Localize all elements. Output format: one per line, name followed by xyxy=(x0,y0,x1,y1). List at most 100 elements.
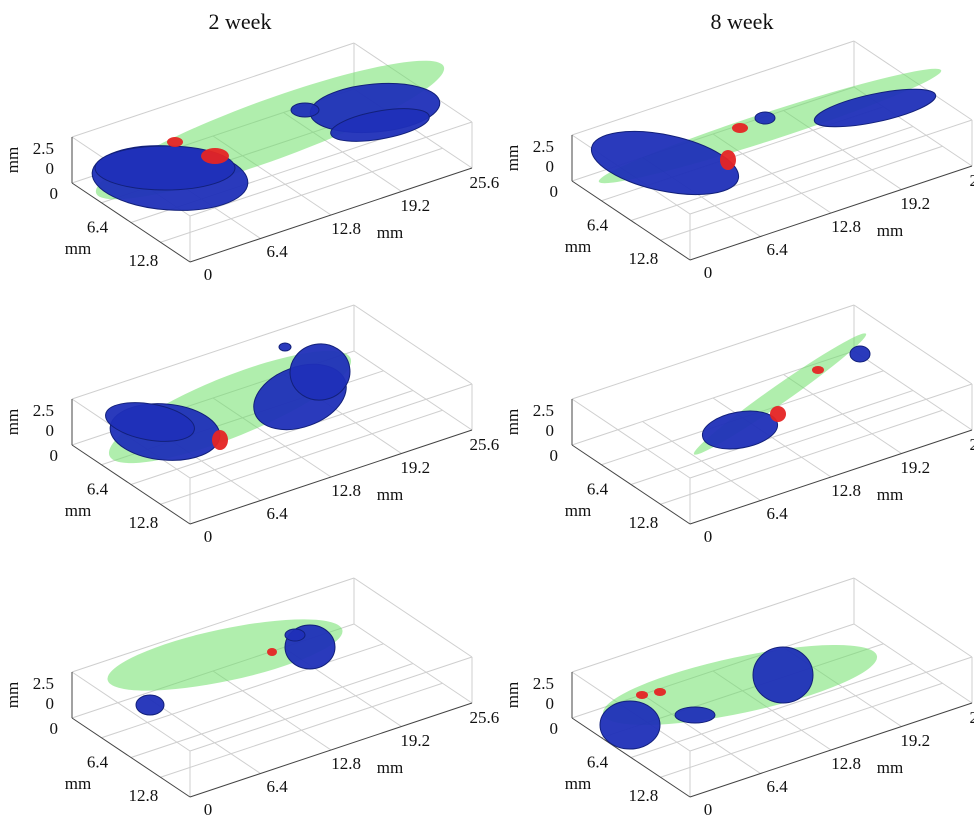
z-tick-label: 0 xyxy=(46,694,55,713)
z-tick-label: 0 xyxy=(46,159,55,178)
tissue-blob xyxy=(201,148,229,164)
z-tick-label: 0 xyxy=(46,421,55,440)
y-tick-label: 6.4 xyxy=(87,217,109,236)
x-tick-label: 19.2 xyxy=(900,458,930,477)
x-tick-label: 12.8 xyxy=(831,217,861,236)
tissue-blob xyxy=(720,150,736,170)
tissue-blob xyxy=(136,695,164,715)
column-title: 8 week xyxy=(711,9,774,34)
tissue-blob xyxy=(732,123,748,133)
y-tick-label: 6.4 xyxy=(587,752,609,771)
z-axis-label: mm xyxy=(3,682,22,708)
tissue-blob xyxy=(755,112,775,124)
z-axis-label: mm xyxy=(503,145,522,171)
box-edge xyxy=(572,305,854,399)
x-tick-label: 0 xyxy=(704,800,713,815)
z-tick-label: 2.5 xyxy=(533,137,554,156)
y-tick-label: 0 xyxy=(550,446,559,465)
x-tick-label: 6.4 xyxy=(766,777,788,796)
z-axis-label: mm xyxy=(503,409,522,435)
y-tick-label: 6.4 xyxy=(87,752,109,771)
tissue-blob xyxy=(291,103,319,117)
x-tick-label: 19.2 xyxy=(900,194,930,213)
x-tick-label: 0 xyxy=(204,265,213,284)
y-tick-label: 6.4 xyxy=(87,479,109,498)
y-tick-label: 0 xyxy=(50,184,59,203)
y-tick-label: 0 xyxy=(50,719,59,738)
z-tick-label: 0 xyxy=(546,421,555,440)
x-tick-label: 25.6 xyxy=(969,171,974,190)
z-tick-label: 2.5 xyxy=(33,674,54,693)
x-axis-label: mm xyxy=(877,758,903,777)
x-tick-label: 25.6 xyxy=(469,708,499,727)
tissue-blob xyxy=(850,346,870,362)
x-axis xyxy=(190,703,472,797)
z-axis-label: mm xyxy=(3,409,22,435)
x-tick-label: 0 xyxy=(704,263,713,282)
x-tick-label: 19.2 xyxy=(400,458,430,477)
z-axis-label: mm xyxy=(503,682,522,708)
tissue-blob xyxy=(812,366,824,374)
z-tick-label: 2.5 xyxy=(533,401,554,420)
x-tick-label: 12.8 xyxy=(831,754,861,773)
x-tick-label: 25.6 xyxy=(469,435,499,454)
x-tick-label: 6.4 xyxy=(766,240,788,259)
tissue-blob xyxy=(267,648,277,656)
box-edge xyxy=(354,305,472,384)
x-tick-label: 25.6 xyxy=(469,173,499,192)
z-tick-label: 0 xyxy=(546,157,555,176)
y-tick-label: 12.8 xyxy=(129,251,159,270)
column-title: 2 week xyxy=(209,9,272,34)
y-tick-label: 12.8 xyxy=(129,786,159,805)
tissue-blob xyxy=(753,647,813,703)
tissue-blob xyxy=(636,691,648,699)
z-tick-label: 2.5 xyxy=(33,401,54,420)
x-axis-label: mm xyxy=(877,221,903,240)
x-tick-label: 25.6 xyxy=(969,708,974,727)
tissue-blob xyxy=(285,629,305,641)
y-axis-label: mm xyxy=(65,774,91,793)
z-tick-label: 2.5 xyxy=(533,674,554,693)
x-tick-label: 19.2 xyxy=(400,731,430,750)
x-axis-label: mm xyxy=(877,485,903,504)
tissue-blob xyxy=(654,688,666,696)
x-axis-label: mm xyxy=(377,485,403,504)
x-axis xyxy=(190,430,472,524)
x-tick-label: 0 xyxy=(204,800,213,815)
x-tick-label: 12.8 xyxy=(831,481,861,500)
x-tick-label: 6.4 xyxy=(266,504,288,523)
box-edge xyxy=(854,305,972,384)
tissue-blob xyxy=(212,430,228,450)
box-edge xyxy=(854,578,972,657)
tissue-blob xyxy=(770,406,786,422)
y-tick-label: 0 xyxy=(550,719,559,738)
x-tick-label: 0 xyxy=(204,527,213,546)
figure: 2 week 8 week 06.412.819.225.6mm06.412.8… xyxy=(0,0,974,815)
x-tick-label: 25.6 xyxy=(969,435,974,454)
tissue-blob xyxy=(167,137,183,147)
x-tick-label: 12.8 xyxy=(331,481,361,500)
y-axis-label: mm xyxy=(565,774,591,793)
y-axis-label: mm xyxy=(65,501,91,520)
x-tick-label: 6.4 xyxy=(266,242,288,261)
tissue-blob xyxy=(279,343,291,351)
y-axis-label: mm xyxy=(65,239,91,258)
tissue-blob xyxy=(675,707,715,723)
x-tick-label: 12.8 xyxy=(331,754,361,773)
box-edge xyxy=(572,399,690,478)
y-axis-label: mm xyxy=(565,237,591,256)
panel: 06.412.819.225.6mm06.412.8mm2.50mm xyxy=(503,578,974,815)
y-tick-label: 6.4 xyxy=(587,479,609,498)
x-tick-label: 6.4 xyxy=(266,777,288,796)
y-axis-label: mm xyxy=(565,501,591,520)
y-tick-label: 12.8 xyxy=(629,249,659,268)
z-axis-label: mm xyxy=(3,147,22,173)
y-tick-label: 12.8 xyxy=(129,513,159,532)
z-tick-label: 0 xyxy=(546,694,555,713)
x-tick-label: 0 xyxy=(704,527,713,546)
y-tick-label: 12.8 xyxy=(629,786,659,805)
